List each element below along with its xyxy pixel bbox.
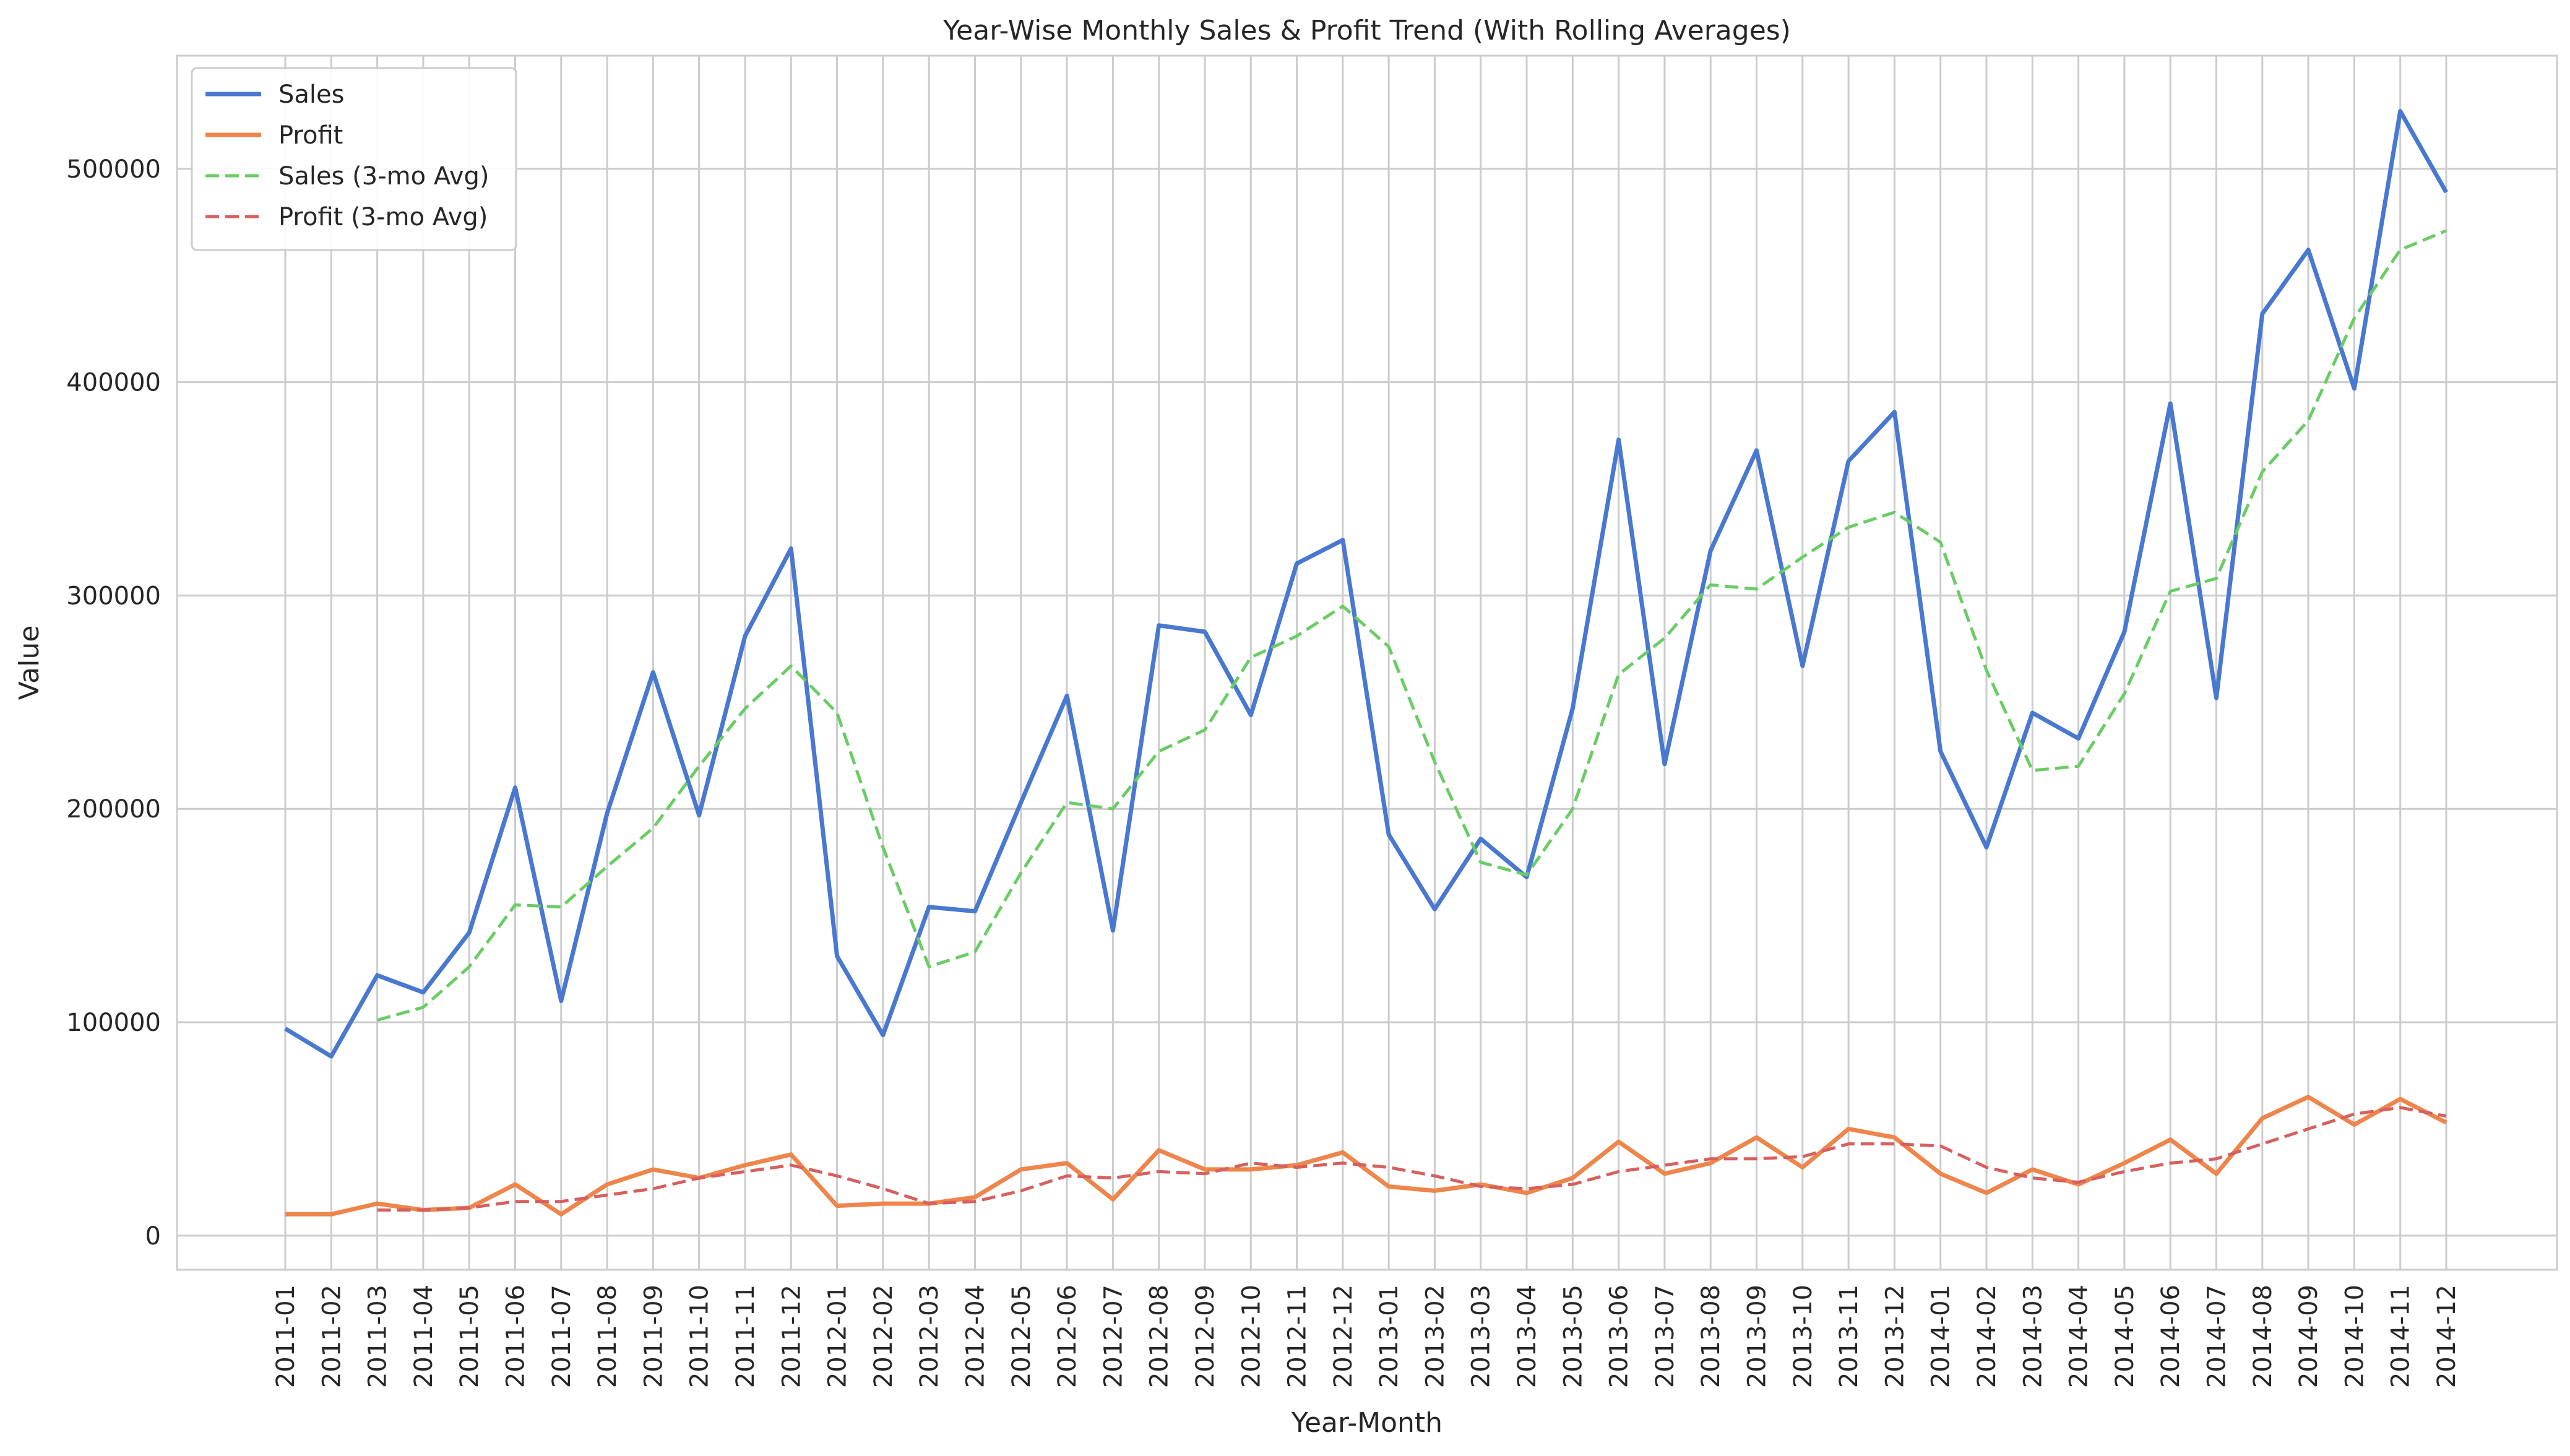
x-tick-label: 2012-01 bbox=[824, 1285, 852, 1388]
x-tick-label: 2011-03 bbox=[364, 1285, 392, 1388]
x-tick-label: 2014-10 bbox=[2340, 1285, 2369, 1388]
x-tick-labels: 2011-01 2011-02 2011-03 2011-04 2011-05 2011-… bbox=[272, 1285, 2461, 1388]
x-tick-label: 2011-01 bbox=[272, 1285, 300, 1388]
y-tick-label: 300000 bbox=[66, 582, 161, 610]
x-tick-label: 2013-02 bbox=[1421, 1285, 1449, 1388]
x-tick-label: 2013-10 bbox=[1789, 1285, 1818, 1388]
series-layer bbox=[284, 109, 2449, 1217]
x-tick-label: 2011-12 bbox=[777, 1285, 806, 1388]
y-tick-label: 400000 bbox=[66, 369, 161, 397]
legend-label-profit: Profit bbox=[278, 121, 343, 150]
x-tick-label: 2013-11 bbox=[1835, 1285, 1863, 1388]
x-tick-label: 2012-08 bbox=[1145, 1285, 1174, 1388]
x-tick-label: 2013-08 bbox=[1697, 1285, 1725, 1388]
x-tick-label: 2013-03 bbox=[1467, 1285, 1496, 1388]
x-tick-label: 2014-06 bbox=[2157, 1285, 2185, 1388]
x-tick-label: 2011-10 bbox=[686, 1285, 714, 1388]
x-tick-label: 2013-12 bbox=[1881, 1285, 1909, 1388]
y-tick-labels: 0 100000 200000 300000 400000 500000 bbox=[66, 155, 161, 1251]
legend-label-profit-3-mo-avg: Profit (3-mo Avg) bbox=[278, 203, 488, 231]
legend-label-sales-3-mo-avg: Sales (3-mo Avg) bbox=[278, 162, 489, 191]
legend: Sales Profit Sales (3-mo Avg) Profit (3-mo … bbox=[191, 67, 517, 251]
x-tick-label: 2011-06 bbox=[501, 1285, 530, 1388]
y-tick-label: 200000 bbox=[66, 795, 161, 824]
x-tick-label: 2014-09 bbox=[2295, 1285, 2323, 1388]
x-tick-label: 2011-05 bbox=[455, 1285, 484, 1388]
legend-label-sales: Sales bbox=[278, 80, 344, 109]
x-tick-label: 2012-03 bbox=[915, 1285, 944, 1388]
x-tick-label: 2012-05 bbox=[1007, 1285, 1036, 1388]
y-axis-label: Value bbox=[14, 626, 45, 700]
x-tick-label: 2012-07 bbox=[1099, 1285, 1128, 1388]
y-tick-label: 500000 bbox=[66, 155, 161, 184]
x-tick-label: 2013-06 bbox=[1605, 1285, 1634, 1388]
x-tick-label: 2014-05 bbox=[2111, 1285, 2139, 1388]
legend-box bbox=[191, 67, 517, 251]
x-tick-label: 2013-04 bbox=[1513, 1285, 1542, 1388]
x-tick-label: 2011-09 bbox=[639, 1285, 668, 1388]
plot-frame bbox=[176, 54, 2558, 1271]
x-tick-label: 2012-11 bbox=[1283, 1285, 1312, 1388]
x-tick-label: 2012-06 bbox=[1053, 1285, 1082, 1388]
x-tick-label: 2012-12 bbox=[1329, 1285, 1358, 1388]
x-tick-label: 2011-07 bbox=[548, 1285, 576, 1388]
plot-background bbox=[177, 56, 2557, 1270]
grid bbox=[177, 56, 2557, 1270]
x-tick-label: 2012-09 bbox=[1191, 1285, 1220, 1388]
x-tick-label: 2011-02 bbox=[317, 1285, 346, 1388]
x-tick-label: 2012-10 bbox=[1237, 1285, 1266, 1388]
x-tick-label: 2014-11 bbox=[2387, 1285, 2415, 1388]
chart-title: Year-Wise Monthly Sales & Profit Trend (… bbox=[942, 15, 1791, 46]
x-tick-label: 2014-07 bbox=[2203, 1285, 2232, 1388]
x-tick-label: 2012-04 bbox=[961, 1285, 990, 1388]
x-tick-label: 2014-03 bbox=[2019, 1285, 2047, 1388]
series-line-profit-3-mo-avg bbox=[377, 1106, 2447, 1212]
y-tick-label: 0 bbox=[145, 1222, 161, 1251]
series-line-profit bbox=[285, 1095, 2447, 1217]
x-tick-label: 2014-02 bbox=[1973, 1285, 2001, 1388]
x-tick-label: 2014-12 bbox=[2433, 1285, 2461, 1388]
x-tick-label: 2012-02 bbox=[869, 1285, 898, 1388]
x-tick-label: 2011-11 bbox=[731, 1285, 760, 1388]
x-tick-label: 2011-08 bbox=[593, 1285, 622, 1388]
x-axis-label: Year-Month bbox=[1291, 1407, 1442, 1439]
x-tick-label: 2011-04 bbox=[410, 1285, 438, 1388]
y-tick-label: 100000 bbox=[66, 1009, 161, 1037]
x-tick-label: 2014-04 bbox=[2065, 1285, 2094, 1388]
series-line-sales bbox=[284, 109, 2449, 1059]
x-tick-label: 2014-01 bbox=[1927, 1285, 1956, 1388]
series-line-sales-3-mo-avg bbox=[376, 229, 2447, 1022]
x-tick-label: 2013-01 bbox=[1375, 1285, 1404, 1388]
x-tick-label: 2014-08 bbox=[2249, 1285, 2277, 1388]
x-tick-label: 2013-05 bbox=[1559, 1285, 1587, 1388]
x-tick-label: 2013-09 bbox=[1743, 1285, 1772, 1388]
x-tick-label: 2013-07 bbox=[1651, 1285, 1680, 1388]
